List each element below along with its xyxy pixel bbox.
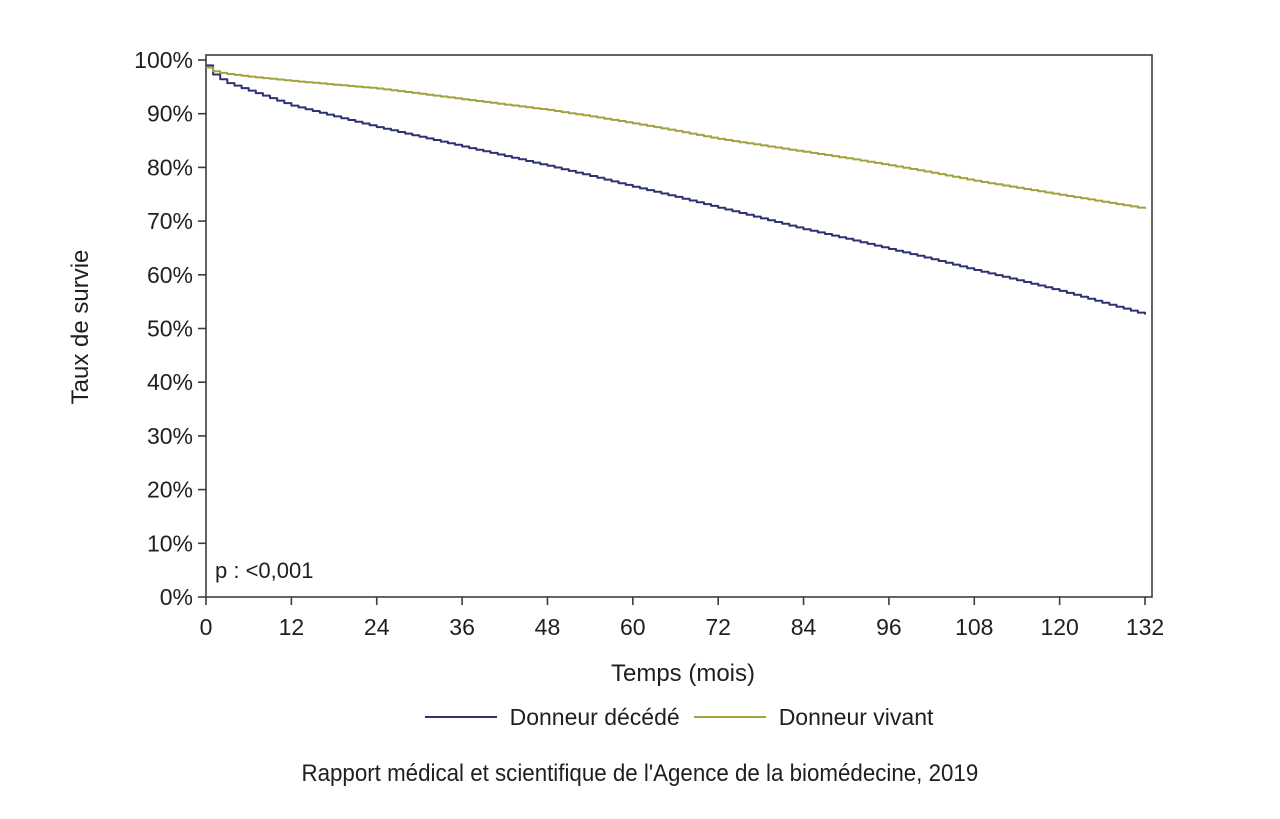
- x-axis-tick-label: 60: [620, 614, 646, 640]
- x-axis: 0 12 24 36 48 60 72 84 96 108 120 132: [200, 597, 1164, 640]
- legend-label-donneur-vivant: Donneur vivant: [778, 703, 934, 730]
- x-axis-tick-label: 24: [364, 614, 390, 640]
- y-axis-tick-label: 0%: [160, 584, 193, 610]
- y-axis-tick-label: 60%: [147, 262, 193, 288]
- x-axis-title: Temps (mois): [611, 660, 755, 687]
- y-axis-tick-label: 20%: [147, 477, 193, 503]
- chart-legend: Donneur décédé Donneur vivant: [206, 700, 1152, 734]
- y-axis-tick-label: 80%: [147, 154, 193, 180]
- series-line-donneur-decede: [206, 64, 1146, 315]
- legend-label-donneur-decede: Donneur décédé: [509, 703, 680, 730]
- x-axis-tick-label: 72: [705, 614, 731, 640]
- y-axis-tick-label: 100%: [134, 47, 193, 73]
- y-axis: 0% 10% 20% 30% 40% 50% 60% 70% 80% 90% 100%: [134, 47, 206, 610]
- y-axis-tick-label: 30%: [147, 423, 193, 449]
- x-axis-tick-label: 36: [449, 614, 475, 640]
- legend-item-donneur-vivant: Donneur vivant: [693, 703, 934, 731]
- legend-swatch-donneur-vivant: [693, 715, 766, 719]
- y-axis-tick-label: 10%: [147, 530, 193, 556]
- survival-chart: 0% 10% 20% 30% 40% 50% 60% 70% 80% 90% 100% 0 12 24 3…: [67, 47, 1164, 687]
- y-axis-tick-label: 50%: [147, 316, 193, 342]
- y-axis-tick-label: 90%: [147, 101, 193, 127]
- plot-border: [205, 54, 1153, 598]
- x-axis-tick-label: 84: [791, 614, 817, 640]
- x-axis-tick-label: 48: [535, 614, 561, 640]
- y-axis-tick-label: 70%: [147, 208, 193, 234]
- series-line-donneur-vivant: [206, 66, 1146, 209]
- plot-frame: [205, 54, 1153, 598]
- y-axis-title: Taux de survie: [67, 250, 94, 405]
- source-caption-row: Rapport médical et scientifique de l'Age…: [0, 760, 1280, 788]
- x-axis-tick-label: 0: [200, 614, 213, 640]
- y-axis-tick-label: 40%: [147, 369, 193, 395]
- x-axis-tick-label: 96: [876, 614, 902, 640]
- p-value-annotation: p : <0,001: [215, 558, 313, 583]
- source-caption: Rapport médical et scientifique de l'Age…: [301, 760, 979, 787]
- x-axis-tick-label: 108: [955, 614, 993, 640]
- x-axis-tick-label: 132: [1126, 614, 1164, 640]
- legend-swatch-donneur-decede: [424, 715, 497, 719]
- x-axis-tick-label: 12: [279, 614, 305, 640]
- legend-item-donneur-decede: Donneur décédé: [424, 703, 680, 731]
- x-axis-tick-label: 120: [1040, 614, 1078, 640]
- series-lines: [206, 64, 1146, 315]
